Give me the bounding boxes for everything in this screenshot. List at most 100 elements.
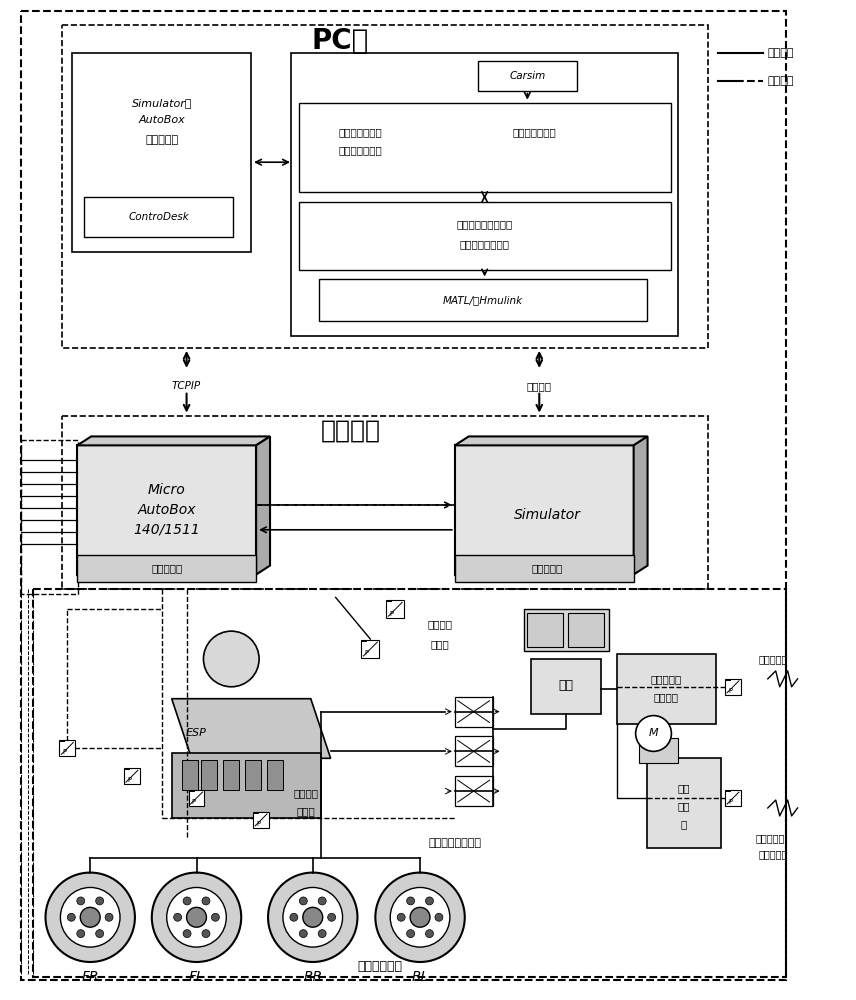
Circle shape	[300, 897, 307, 905]
Text: 主缸: 主缸	[559, 679, 574, 692]
FancyBboxPatch shape	[223, 760, 239, 790]
Circle shape	[410, 907, 430, 927]
Polygon shape	[455, 436, 648, 445]
Text: P: P	[728, 688, 732, 694]
Circle shape	[290, 913, 298, 921]
Circle shape	[45, 873, 135, 962]
Text: P: P	[127, 777, 131, 783]
Text: TCPIP: TCPIP	[172, 381, 201, 391]
Text: P: P	[192, 799, 195, 805]
Polygon shape	[256, 436, 270, 575]
Text: Micro: Micro	[148, 483, 186, 497]
Text: FR: FR	[81, 970, 99, 984]
Text: 助力: 助力	[677, 801, 690, 811]
FancyBboxPatch shape	[617, 654, 716, 724]
Text: 传感器: 传感器	[431, 639, 449, 649]
FancyBboxPatch shape	[639, 738, 678, 763]
Circle shape	[283, 887, 342, 947]
Circle shape	[204, 631, 259, 687]
FancyBboxPatch shape	[725, 790, 741, 806]
Circle shape	[202, 897, 210, 905]
Text: 轮缸压力: 轮缸压力	[294, 788, 318, 798]
Text: P: P	[365, 650, 369, 656]
FancyBboxPatch shape	[245, 760, 261, 790]
Circle shape	[174, 913, 181, 921]
FancyBboxPatch shape	[318, 279, 646, 321]
FancyBboxPatch shape	[188, 790, 205, 806]
Circle shape	[425, 897, 433, 905]
FancyBboxPatch shape	[568, 613, 603, 647]
Circle shape	[211, 913, 219, 921]
Circle shape	[68, 913, 75, 921]
FancyBboxPatch shape	[455, 736, 492, 766]
Circle shape	[167, 887, 226, 947]
Circle shape	[183, 897, 191, 905]
Text: 旋转编码器: 旋转编码器	[755, 833, 784, 843]
Circle shape	[435, 913, 443, 921]
Circle shape	[407, 897, 414, 905]
FancyBboxPatch shape	[72, 53, 251, 252]
Circle shape	[636, 716, 671, 751]
Text: 140/1511: 140/1511	[134, 523, 200, 537]
Text: Simulator、: Simulator、	[132, 98, 192, 108]
FancyBboxPatch shape	[299, 202, 671, 270]
Text: 电子机械制动助: 电子机械制动助	[339, 127, 383, 137]
Text: 传感器: 传感器	[296, 806, 315, 816]
FancyBboxPatch shape	[455, 697, 492, 727]
Polygon shape	[633, 436, 648, 575]
Text: 真空: 真空	[677, 783, 690, 793]
Text: 可编程电源: 可编程电源	[151, 564, 182, 574]
Text: RL: RL	[412, 970, 429, 984]
Text: P: P	[728, 799, 732, 805]
FancyBboxPatch shape	[84, 197, 234, 237]
Text: ControDesk: ControDesk	[128, 212, 189, 222]
Circle shape	[77, 897, 85, 905]
Text: 电子机械制: 电子机械制	[651, 674, 682, 684]
Circle shape	[202, 930, 210, 938]
Text: 液压管路: 液压管路	[768, 48, 794, 58]
Text: 可编程电源: 可编程电源	[532, 564, 563, 574]
Polygon shape	[172, 699, 330, 758]
FancyBboxPatch shape	[386, 600, 404, 618]
FancyBboxPatch shape	[532, 659, 601, 714]
Text: RR: RR	[303, 970, 323, 984]
Text: 踏板力信号: 踏板力信号	[758, 654, 788, 664]
FancyBboxPatch shape	[181, 760, 198, 790]
Circle shape	[397, 913, 405, 921]
Circle shape	[390, 887, 450, 947]
FancyBboxPatch shape	[527, 613, 563, 647]
Text: FL: FL	[188, 970, 205, 984]
FancyBboxPatch shape	[455, 555, 633, 582]
Circle shape	[80, 907, 100, 927]
FancyBboxPatch shape	[455, 776, 492, 806]
Text: 力器控制器算法: 力器控制器算法	[339, 145, 383, 155]
Text: 辆动力学集成模型: 辆动力学集成模型	[460, 239, 509, 249]
FancyBboxPatch shape	[172, 753, 321, 818]
Text: 高速总线: 高速总线	[526, 381, 552, 391]
Polygon shape	[455, 445, 633, 575]
Text: 主缸压力: 主缸压力	[427, 619, 453, 629]
Circle shape	[318, 897, 326, 905]
Text: 双通道三位二通阀: 双通道三位二通阀	[428, 838, 481, 848]
Polygon shape	[77, 436, 270, 445]
FancyBboxPatch shape	[59, 740, 75, 756]
Text: 信号采集与发射、车: 信号采集与发射、车	[456, 219, 513, 229]
Circle shape	[407, 930, 414, 938]
FancyBboxPatch shape	[646, 758, 721, 848]
FancyBboxPatch shape	[725, 679, 741, 695]
Circle shape	[303, 907, 323, 927]
Circle shape	[328, 913, 336, 921]
Circle shape	[96, 897, 104, 905]
Text: 控制信号: 控制信号	[768, 76, 794, 86]
Circle shape	[187, 907, 206, 927]
Circle shape	[375, 873, 465, 962]
Text: 镑盘式制动器: 镑盘式制动器	[358, 960, 403, 973]
Text: ESP: ESP	[186, 728, 207, 738]
Text: P: P	[256, 821, 260, 827]
FancyBboxPatch shape	[525, 609, 609, 651]
Circle shape	[318, 930, 326, 938]
Circle shape	[77, 930, 85, 938]
Circle shape	[183, 930, 191, 938]
Circle shape	[152, 873, 241, 962]
FancyBboxPatch shape	[267, 760, 283, 790]
